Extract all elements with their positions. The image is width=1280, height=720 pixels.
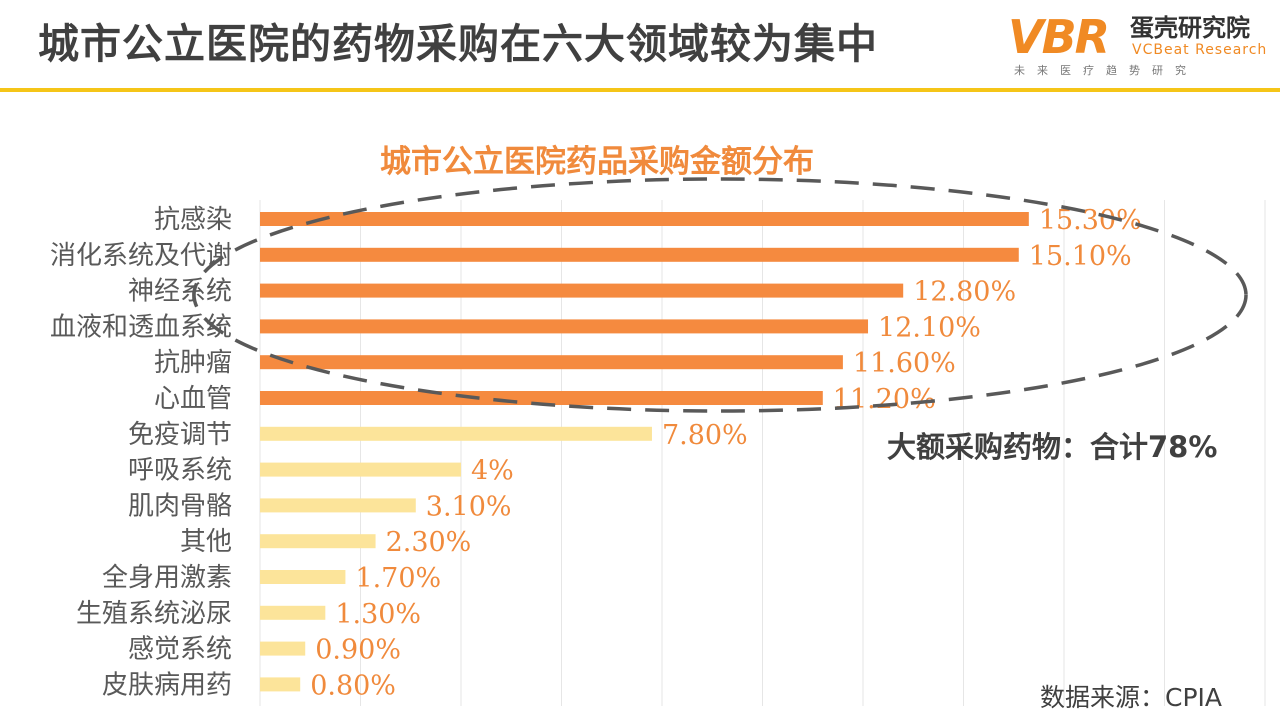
category-label: 生殖系统泌尿: [76, 599, 232, 629]
value-label: 3.10%: [426, 491, 512, 522]
highlight-ellipse: [192, 177, 1248, 413]
value-label: 7.80%: [662, 420, 748, 451]
category-label: 血液和透血系统: [50, 312, 232, 342]
value-label: 12.80%: [913, 277, 1016, 308]
value-label: 4%: [471, 456, 514, 487]
value-label: 11.60%: [853, 348, 956, 379]
category-label: 抗感染: [154, 205, 232, 235]
value-label: 1.30%: [335, 599, 421, 630]
category-label: 肌肉骨骼: [128, 491, 232, 521]
bar-8: [260, 462, 461, 477]
bar-14: [260, 677, 301, 692]
value-label: 11.20%: [833, 384, 936, 415]
value-label: 15.30%: [1039, 205, 1142, 236]
bar-11: [260, 570, 346, 584]
bar-12: [260, 605, 326, 620]
bar-3: [260, 283, 904, 298]
category-label: 呼吸系统: [128, 456, 232, 486]
category-label: 神经系统: [128, 277, 232, 307]
bar-1: [260, 212, 1029, 226]
logo-mark: VBR: [1008, 10, 1110, 64]
chart-title: 城市公立医院药品采购金额分布: [380, 144, 814, 180]
bar-2: [260, 247, 1019, 262]
category-label: 其他: [180, 527, 232, 557]
value-label: 12.10%: [878, 312, 981, 343]
category-label: 心血管: [154, 384, 232, 414]
category-label: 感觉系统: [128, 635, 232, 665]
logo-tagline: 未来医疗趋势研究: [1014, 64, 1198, 77]
bar-4: [260, 319, 869, 334]
category-label: 抗肿瘤: [154, 348, 232, 378]
category-label: 免疫调节: [128, 420, 232, 450]
page-title: 城市公立医院的药物采购在六大领域较为集中: [38, 20, 878, 68]
logo: VBR 蛋壳研究院 VCBeat Research 未来医疗趋势研究: [1008, 6, 1280, 82]
value-label: 0.80%: [310, 670, 396, 701]
highlight-annotation: 大额采购药物：合计78%: [887, 430, 1218, 464]
title-underline: [0, 88, 1280, 92]
bar-7: [260, 426, 652, 441]
bar-6: [260, 391, 823, 405]
logo-name-cn: 蛋壳研究院: [1130, 14, 1250, 42]
category-label: 全身用激素: [102, 563, 232, 593]
logo-name-en: VCBeat Research: [1132, 42, 1268, 58]
bar-13: [260, 641, 306, 656]
value-label: 1.70%: [355, 563, 441, 594]
category-label: 消化系统及代谢: [50, 241, 232, 271]
data-source: 数据来源：CPIA: [1040, 683, 1223, 712]
value-label: 0.90%: [315, 635, 401, 666]
bar-9: [260, 498, 416, 513]
bar-10: [260, 534, 376, 549]
value-label: 2.30%: [386, 527, 472, 558]
bar-5: [260, 355, 843, 370]
category-label: 皮肤病用药: [102, 670, 232, 700]
value-label: 15.10%: [1029, 241, 1132, 272]
